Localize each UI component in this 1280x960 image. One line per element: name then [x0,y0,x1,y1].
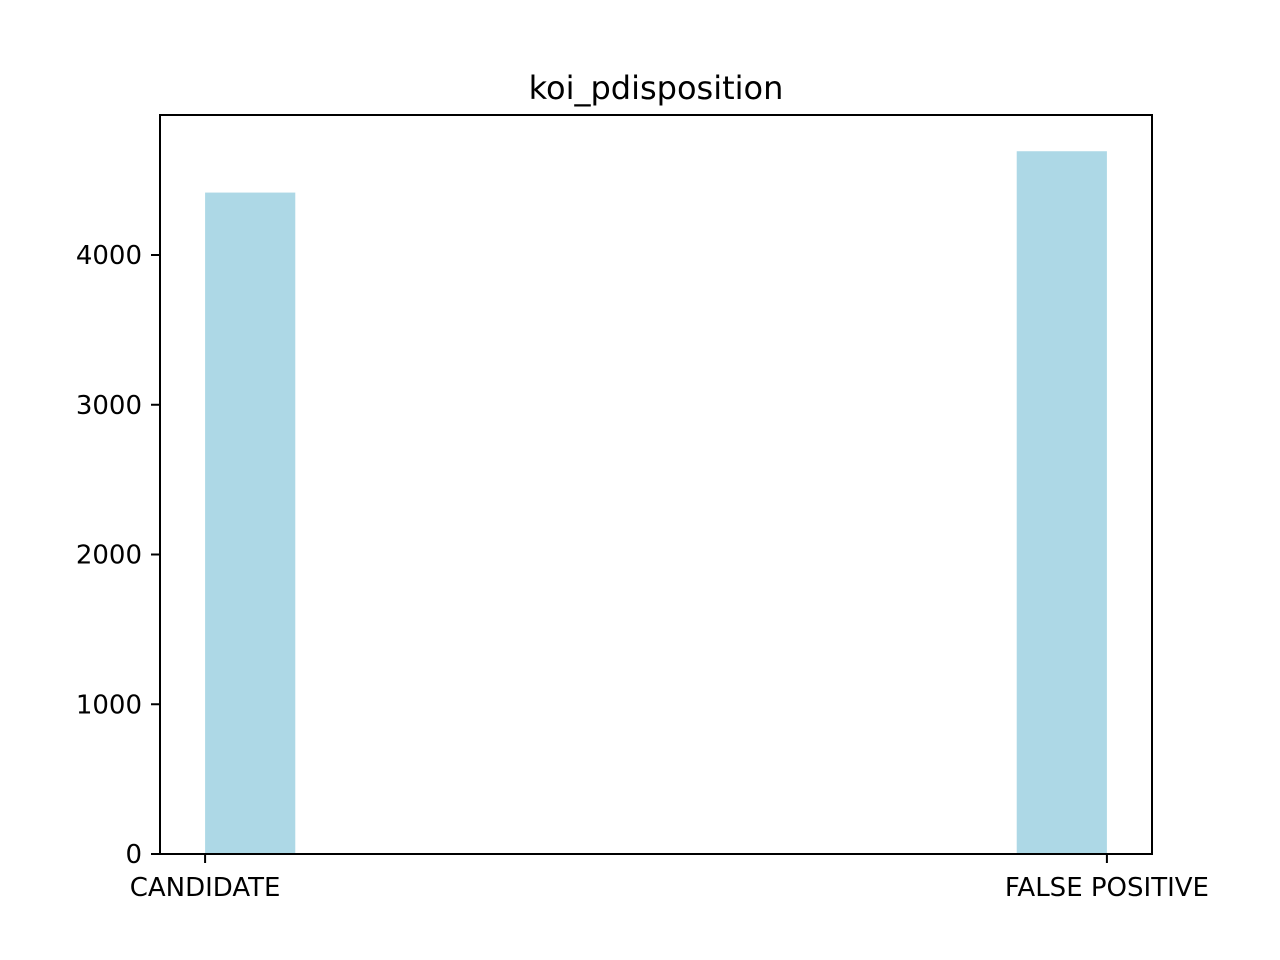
y-tick-label: 0 [125,840,142,870]
bar-candidate [205,192,296,855]
y-tick-label: 2000 [76,541,142,571]
y-tick-label: 1000 [76,690,142,720]
chart-title: koi_pdisposition [529,69,784,107]
x-tick-label: FALSE POSITIVE [1005,873,1209,903]
bar-false-positive [1016,151,1107,854]
x-axis: CANDIDATE FALSE POSITIVE [130,854,1209,903]
plot-frame [159,114,1153,855]
y-axis: 0 1000 2000 3000 4000 [76,241,160,870]
bars-group [205,151,1107,855]
y-tick-label: 4000 [76,241,142,271]
y-tick-label: 3000 [76,391,142,421]
x-tick-label: CANDIDATE [130,873,281,903]
